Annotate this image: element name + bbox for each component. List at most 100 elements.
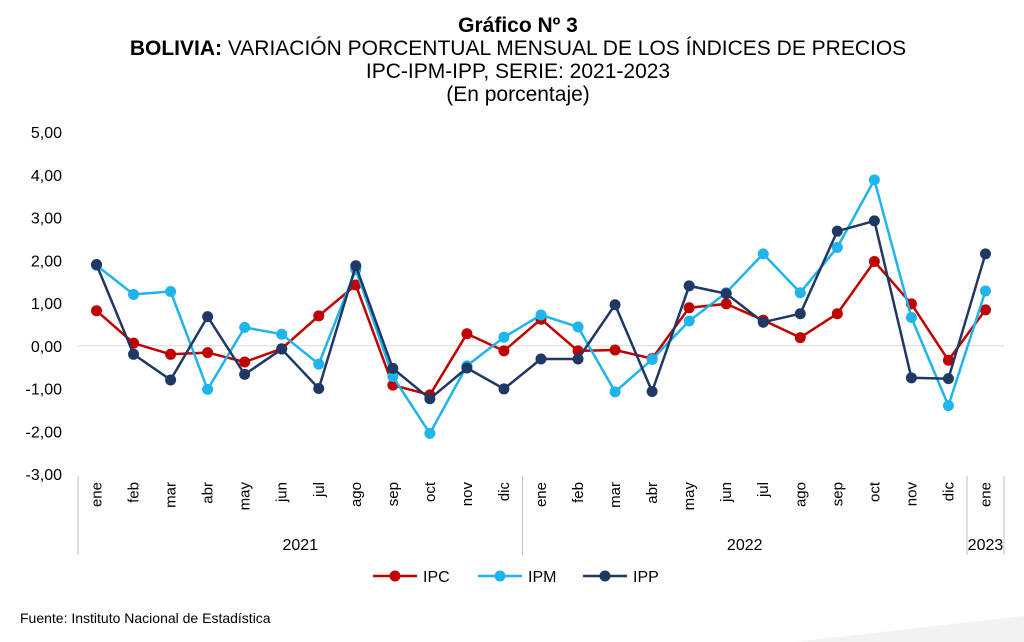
- data-point-ipp: [276, 343, 288, 355]
- x-tick-label: feb: [126, 482, 143, 503]
- data-point-ipm: [794, 287, 806, 299]
- data-point-ipp: [202, 311, 214, 323]
- x-tick-label: jul: [755, 482, 772, 498]
- data-point-ipp: [498, 383, 510, 395]
- year-label: 2021: [282, 537, 318, 554]
- data-point-ipp: [942, 373, 954, 385]
- data-point-ipp: [720, 288, 732, 300]
- y-tick-label: 0,00: [31, 339, 62, 356]
- x-tick-label: oct: [422, 481, 439, 502]
- x-tick-label: jun: [718, 482, 735, 503]
- x-tick-label: abr: [644, 482, 661, 504]
- data-point-ipc: [720, 298, 732, 310]
- chart-series-title: IPC-IPM-IPP, SERIE: 2021-2023: [365, 60, 671, 83]
- subtitle-country: BOLIVIA:: [129, 37, 222, 60]
- data-point-ipp: [535, 353, 547, 365]
- subtitle-text: VARIACIÓN PORCENTUAL MENSUAL DE LOS ÍNDI…: [221, 37, 907, 60]
- data-point-ipp: [461, 362, 473, 374]
- series-line-ipc: [95, 260, 987, 397]
- data-point-ipm: [979, 285, 991, 297]
- data-point-ipm: [387, 371, 399, 383]
- data-point-ipc: [313, 310, 325, 322]
- x-tick-label: mar: [607, 482, 624, 508]
- x-tick-label: ago: [792, 482, 809, 507]
- data-point-ipm: [202, 383, 214, 395]
- y-tick-label: 3,00: [31, 211, 62, 228]
- x-tick-label: abr: [200, 482, 217, 504]
- data-point-ipc: [794, 332, 806, 344]
- year-label: 2022: [727, 537, 763, 554]
- x-tick-label: dic: [940, 482, 957, 502]
- year-label: 2023: [968, 537, 1004, 554]
- data-point-ipc: [942, 354, 954, 366]
- data-point-ipp: [424, 393, 436, 405]
- x-tick-label: ene: [533, 482, 550, 507]
- data-point-ipm: [905, 312, 917, 324]
- x-tick-label: nov: [459, 482, 476, 507]
- data-point-ipp: [91, 259, 103, 271]
- x-tick-label: mar: [163, 482, 180, 508]
- data-point-ipp: [572, 353, 584, 365]
- data-point-ipm: [683, 315, 695, 327]
- x-tick-label: dic: [496, 482, 513, 502]
- x-tick-label: ene: [89, 482, 106, 507]
- data-point-ipp: [128, 348, 140, 360]
- data-point-ipp: [868, 215, 880, 227]
- y-tick-label: -1,00: [26, 382, 63, 399]
- data-point-ipm: [498, 331, 510, 343]
- data-point-ipp: [165, 374, 177, 386]
- data-point-ipp: [905, 372, 917, 384]
- data-point-ipc: [831, 308, 843, 320]
- x-tick-label: sep: [385, 482, 402, 506]
- data-point-ipm: [535, 309, 547, 321]
- x-tick-label: may: [237, 482, 254, 511]
- data-point-ipm: [757, 248, 769, 260]
- y-tick-label: 4,00: [31, 168, 62, 185]
- legend-marker-ipc: [389, 570, 401, 582]
- data-point-ipm: [942, 400, 954, 412]
- y-tick-label: -2,00: [26, 424, 63, 441]
- chart-title: Gráfico Nº 3: [458, 14, 578, 37]
- x-tick-label: oct: [866, 481, 883, 502]
- x-tick-label: ene: [977, 482, 994, 507]
- legend-marker-ipm: [494, 570, 506, 582]
- legend-label-ipc: IPC: [423, 569, 450, 586]
- data-point-ipm: [239, 321, 251, 333]
- legend-label-ipp: IPP: [633, 569, 659, 586]
- data-point-ipp: [609, 299, 621, 311]
- data-point-ipm: [646, 353, 658, 365]
- x-tick-label: sep: [829, 482, 846, 506]
- data-point-ipc: [350, 279, 362, 291]
- data-point-ipc: [868, 256, 880, 268]
- data-point-ipc: [91, 305, 103, 317]
- data-point-ipm: [572, 321, 584, 333]
- data-point-ipm: [276, 328, 288, 340]
- data-point-ipm: [424, 427, 436, 439]
- y-tick-label: 1,00: [31, 296, 62, 313]
- data-point-ipp: [350, 260, 362, 272]
- data-point-ipp: [646, 385, 658, 397]
- data-point-ipc: [461, 328, 473, 340]
- chart-subtitle: BOLIVIA: VARIACIÓN PORCENTUAL MENSUAL DE…: [0, 37, 1024, 60]
- data-point-ipp: [683, 280, 695, 292]
- y-tick-label: 5,00: [31, 125, 62, 142]
- source-note: Fuente: Instituto Nacional de Estadístic…: [20, 610, 271, 626]
- chart-unit-title: (En porcentaje): [446, 83, 590, 106]
- legend-marker-ipp: [599, 570, 611, 582]
- data-point-ipm: [868, 174, 880, 186]
- data-point-ipc: [609, 344, 621, 356]
- y-tick-label: 2,00: [31, 253, 62, 270]
- y-tick-label: -3,00: [26, 467, 63, 484]
- data-point-ipc: [683, 302, 695, 314]
- data-point-ipp: [387, 362, 399, 374]
- data-point-ipp: [831, 225, 843, 237]
- data-point-ipc: [202, 347, 214, 359]
- data-point-ipp: [794, 308, 806, 320]
- data-point-ipm: [831, 241, 843, 253]
- data-point-ipp: [757, 316, 769, 328]
- data-point-ipm: [609, 386, 621, 398]
- data-point-ipc: [979, 304, 991, 316]
- x-tick-label: nov: [903, 482, 920, 507]
- x-tick-label: feb: [570, 482, 587, 503]
